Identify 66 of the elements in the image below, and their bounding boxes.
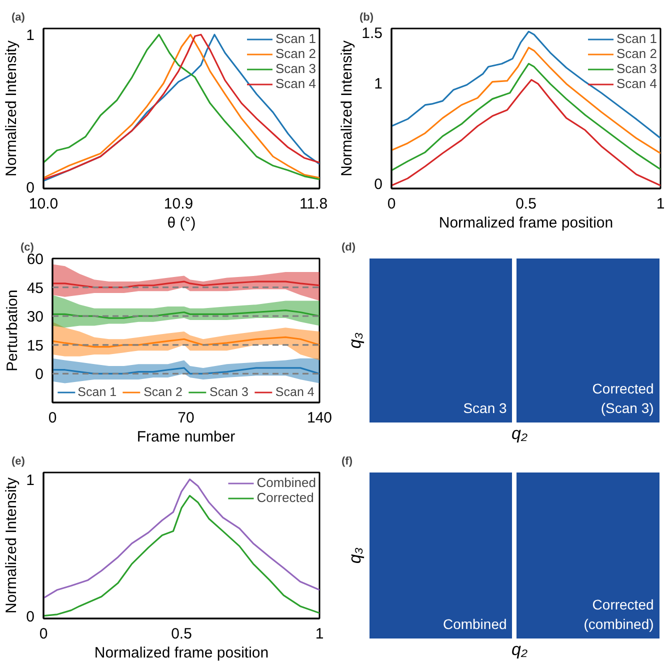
- y-tick-label: 1: [374, 75, 382, 92]
- legend-label: Scan 3: [276, 61, 316, 76]
- x-axis-title: Normalized frame position: [94, 644, 269, 662]
- text: q₃: [346, 332, 364, 349]
- text: Combined: [442, 616, 507, 632]
- y-tick-label: 0: [26, 179, 34, 196]
- x-tick-label: 0.5: [171, 626, 192, 642]
- legend-label: Scan 4: [275, 385, 314, 399]
- y-axis-title: Normalized Intensity: [3, 477, 20, 614]
- y-tick-label: 0: [26, 608, 34, 626]
- y-tick-label: 45: [26, 280, 44, 297]
- text: q₂: [512, 424, 528, 444]
- chart-title: (a): [12, 12, 26, 24]
- legend-label: Scan 3: [210, 385, 248, 399]
- chart-title: (c): [20, 242, 34, 254]
- y-axis-title: Normalized Intensity: [338, 40, 356, 176]
- line-series: [392, 46, 660, 154]
- legend-label: Scan 2: [276, 46, 316, 61]
- y-tick-label: 1: [26, 27, 34, 44]
- legend-label: Scan 1: [276, 31, 316, 46]
- text: q₃: [346, 547, 364, 564]
- y-tick-label: 1: [26, 472, 34, 489]
- legend-label: Scan 4: [616, 76, 657, 91]
- y-tick-label: 1.5: [362, 25, 383, 42]
- x-tick-label: 1: [656, 196, 665, 212]
- legend-label: Scan 3: [616, 61, 657, 76]
- x-tick-label: 11.8: [299, 196, 328, 212]
- x-tick-label: 1: [315, 626, 324, 642]
- legend-label: Scan 2: [616, 46, 657, 61]
- text: Scan 3: [463, 400, 507, 416]
- legend-label: Scan 1: [78, 385, 117, 399]
- line-series: [44, 478, 320, 599]
- line-series: [44, 494, 320, 617]
- y-tick-label: 30: [26, 308, 44, 326]
- legend-label: Scan 4: [276, 76, 316, 91]
- y-tick-label: 0: [374, 176, 382, 193]
- x-tick-label: 10.9: [164, 196, 194, 212]
- text: q₂: [512, 640, 528, 660]
- y-tick-label: 15: [26, 337, 44, 354]
- x-tick-label: 0.5: [516, 196, 536, 212]
- text: Corrected (combined): [584, 596, 654, 632]
- line-series: [392, 30, 660, 139]
- y-axis-title: Normalized Intensity: [3, 40, 20, 176]
- x-tick-label: 0: [48, 410, 57, 426]
- legend-label: Scan 2: [144, 385, 182, 399]
- text: Corrected (Scan 3): [592, 380, 654, 416]
- x-tick-label: 140: [306, 410, 332, 426]
- line-series: [392, 79, 660, 186]
- line-series: [52, 336, 320, 348]
- text: (f): [342, 456, 353, 468]
- legend-label: Combined: [256, 475, 316, 490]
- chart-title: (b): [360, 12, 374, 24]
- line-series: [52, 310, 320, 319]
- x-axis-title: Frame number: [136, 428, 236, 446]
- legend-label: Scan 1: [616, 31, 657, 46]
- x-tick-label: 70: [178, 410, 194, 426]
- x-tick-label: 10.0: [28, 196, 58, 212]
- chart-title: (e): [12, 456, 26, 468]
- x-tick-label: 0: [387, 196, 396, 212]
- y-tick-label: 0: [35, 366, 44, 384]
- text: (d): [342, 242, 356, 254]
- y-axis-title: Perturbation: [4, 290, 21, 372]
- x-axis-title: Normalized frame position: [438, 214, 614, 232]
- legend-label: Corrected: [256, 490, 314, 505]
- x-axis-title: θ (°): [167, 214, 196, 232]
- line-series: [392, 62, 660, 172]
